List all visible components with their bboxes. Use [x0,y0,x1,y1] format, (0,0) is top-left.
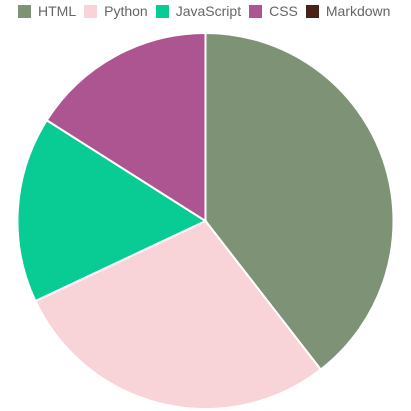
pie-plot-area [0,0,411,411]
pie-chart: HTML Python JavaScript CSS Markdown [0,0,411,411]
